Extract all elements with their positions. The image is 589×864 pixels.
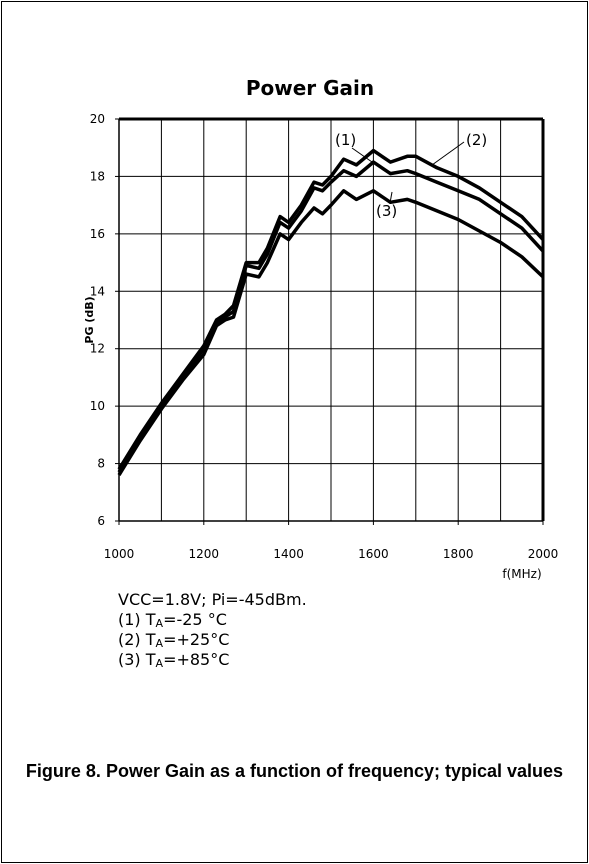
- y-tick-label: 10: [90, 399, 105, 413]
- condition-sub: A: [155, 637, 164, 650]
- condition-prefix: (1) T: [118, 610, 156, 629]
- condition-line: (3) TA=+85°C: [118, 650, 307, 670]
- y-tick-label: 6: [97, 514, 105, 528]
- y-tick-label: 8: [97, 457, 105, 471]
- y-tick-label: 16: [90, 227, 105, 241]
- condition-suffix: =+25°C: [163, 630, 230, 649]
- condition-sub: A: [155, 657, 164, 670]
- condition-sub: A: [155, 617, 164, 630]
- y-tick-label: 14: [90, 284, 105, 298]
- y-axis-label: PG (dB): [83, 296, 96, 343]
- chart-title: Power Gain: [246, 76, 374, 100]
- series-label: (3): [376, 202, 397, 220]
- condition-line: (2) TA=+25°C: [118, 630, 307, 650]
- x-tick-label: 1800: [443, 547, 474, 561]
- condition-suffix: =+85°C: [163, 650, 230, 669]
- y-tick-label: 20: [90, 112, 105, 126]
- series-line: [117, 189, 545, 477]
- x-tick-label: 1200: [189, 547, 220, 561]
- series-label: (2): [466, 131, 487, 149]
- caption: Figure 8. Power Gain as a function of fr…: [25, 761, 564, 781]
- x-tick-label: 1400: [273, 547, 304, 561]
- condition-prefix: (3) T: [118, 650, 156, 669]
- x-tick-label: 2000: [528, 547, 559, 561]
- leader-line: [351, 147, 373, 163]
- x-tick-label: 1600: [358, 547, 389, 561]
- series-label: (1): [335, 131, 356, 149]
- y-tick-label: 12: [90, 342, 105, 356]
- condition-suffix: =-25 °C: [163, 610, 227, 629]
- x-axis-label: f(MHz): [502, 567, 541, 581]
- x-tick-label: 1000: [104, 547, 135, 561]
- condition-prefix: (2) T: [118, 630, 156, 649]
- conditions-header: VCC=1.8V; Pi=-45dBm.: [118, 590, 307, 609]
- leader-line: [431, 141, 465, 166]
- y-tick-label: 18: [90, 169, 105, 183]
- condition-line: (1) TA=-25 °C: [118, 610, 307, 630]
- leader-line: [389, 191, 393, 204]
- conditions: VCC=1.8V; Pi=-45dBm. (1) TA=-25 °C (2) TA…: [118, 590, 307, 670]
